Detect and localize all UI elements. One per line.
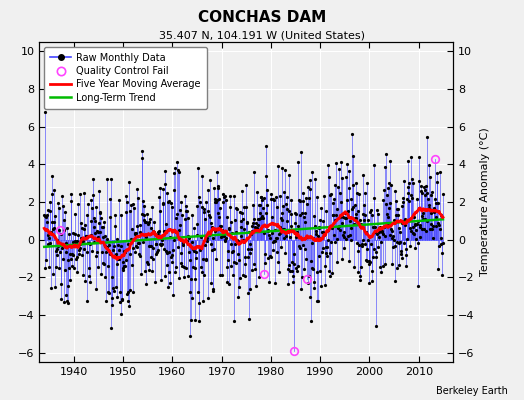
Text: 35.407 N, 104.191 W (United States): 35.407 N, 104.191 W (United States) [159,30,365,40]
Y-axis label: Temperature Anomaly (°C): Temperature Anomaly (°C) [480,128,490,276]
Legend: Raw Monthly Data, Quality Control Fail, Five Year Moving Average, Long-Term Tren: Raw Monthly Data, Quality Control Fail, … [44,47,206,109]
Text: Berkeley Earth: Berkeley Earth [436,386,508,396]
Text: CONCHAS DAM: CONCHAS DAM [198,10,326,25]
